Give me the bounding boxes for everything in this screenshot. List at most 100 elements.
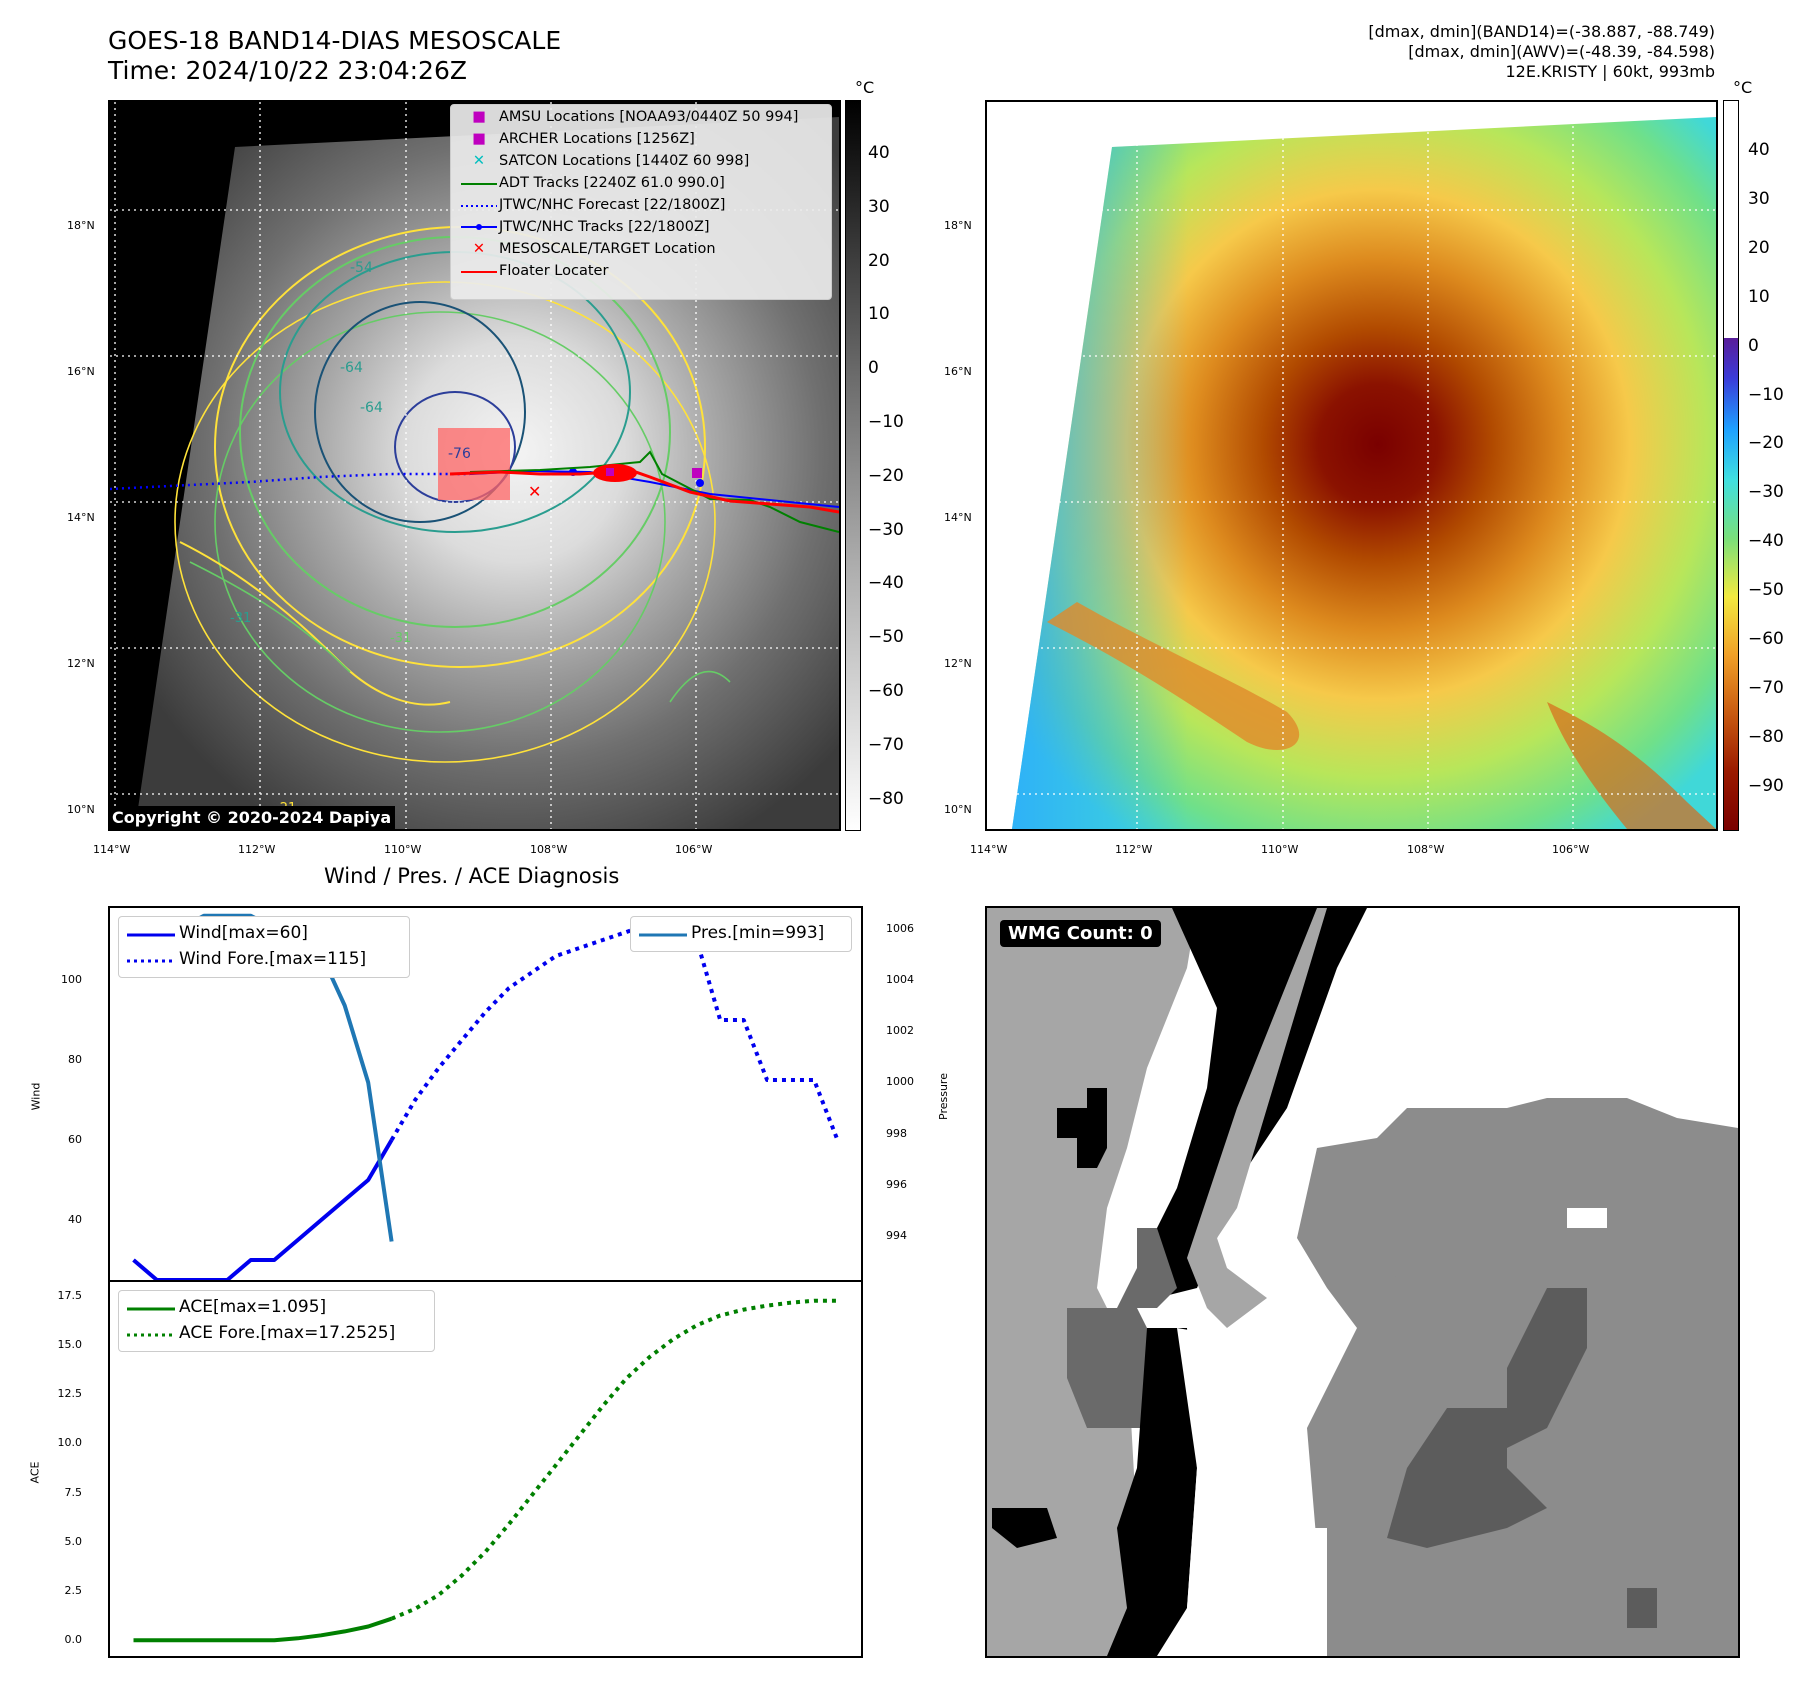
contour-label: -54 bbox=[350, 260, 373, 276]
legend-jtwc-forecast: JTWC/NHC Forecast [22/1800Z] bbox=[459, 197, 725, 213]
lon-label: 110°W bbox=[1261, 843, 1299, 856]
gray-colorbar bbox=[845, 100, 861, 831]
color-map-svg bbox=[987, 102, 1716, 829]
lat-label: 10°N bbox=[944, 803, 972, 816]
diagnosis-title: Wind / Pres. / ACE Diagnosis bbox=[324, 864, 620, 888]
line-icon bbox=[639, 923, 691, 943]
pressure-tick-label: 1000 bbox=[886, 1075, 914, 1089]
jtwc-forecast-track bbox=[110, 472, 470, 491]
contour-label: -76 bbox=[448, 446, 471, 462]
wmg-count-badge: WMG Count: 0 bbox=[1000, 920, 1161, 947]
wind-tick-label: 80 bbox=[68, 1053, 82, 1066]
lat-label: 12°N bbox=[67, 657, 95, 670]
legend-archer: ■ ARCHER Locations [1256Z] bbox=[459, 131, 695, 147]
legend-target: ✕ MESOSCALE/TARGET Location bbox=[459, 241, 716, 257]
map-gridlines bbox=[987, 102, 1716, 829]
storm-summary: 12E.KRISTY | 60kt, 993mb bbox=[1505, 62, 1716, 81]
legend-jtwc-tracks: JTWC/NHC Tracks [22/1800Z] bbox=[459, 219, 710, 235]
color-colorbar-tick: −70 bbox=[1748, 677, 1784, 698]
color-colorbar-tick: −10 bbox=[1748, 384, 1784, 405]
gray-colorbar-tick: −70 bbox=[868, 734, 904, 755]
lon-label: 108°W bbox=[1407, 843, 1445, 856]
gray-colorbar-tick: 40 bbox=[868, 143, 890, 163]
color-colorbar-unit: °C bbox=[1733, 78, 1753, 97]
title-product: GOES-18 BAND14-DIAS MESOSCALE bbox=[108, 26, 562, 55]
contour-label: -31 bbox=[390, 631, 411, 646]
map-title: GOES-18 BAND14-DIAS MESOSCALE Time: 2024… bbox=[108, 26, 561, 86]
pressure-tick-label: 1004 bbox=[886, 972, 914, 986]
copyright-badge: Copyright © 2020-2024 Dapiya bbox=[108, 806, 396, 829]
pressure-axis-label: Pressure bbox=[936, 1073, 950, 1120]
dotted-line-icon bbox=[127, 1323, 179, 1343]
wind-axis-label: Wind bbox=[29, 1082, 43, 1111]
lat-label: 14°N bbox=[944, 511, 972, 524]
wind-tick-label: 60 bbox=[68, 1133, 82, 1146]
x-marker-icon: ✕ bbox=[472, 153, 486, 169]
dotted-line-icon bbox=[459, 197, 499, 213]
legend-pressure: Pres.[min=993] bbox=[639, 923, 824, 943]
color-colorbar bbox=[1723, 100, 1739, 831]
lat-label: 12°N bbox=[944, 657, 972, 670]
gray-colorbar-tick: −50 bbox=[868, 627, 904, 648]
color-colorbar-tick: 20 bbox=[1748, 237, 1770, 258]
square-marker-icon: ■ bbox=[472, 109, 486, 125]
lat-label: 18°N bbox=[67, 219, 95, 232]
wmg-panel bbox=[985, 906, 1740, 1658]
contour-label: -64 bbox=[360, 400, 383, 416]
wind-pressure-chart: Wind[max=60] Wind Fore.[max=115] Pres.[m… bbox=[108, 906, 863, 1282]
ace-tick-label: 10.0 bbox=[57, 1436, 83, 1450]
color-colorbar-tick: −30 bbox=[1748, 482, 1784, 503]
ace-legend: ACE[max=1.095] ACE Fore.[max=17.2525] bbox=[118, 1290, 435, 1352]
gray-colorbar-tick: −40 bbox=[868, 573, 904, 594]
color-colorbar-tick: 30 bbox=[1748, 188, 1770, 209]
color-ir-map bbox=[985, 100, 1718, 831]
dotted-line-icon bbox=[127, 949, 179, 969]
lat-label: 10°N bbox=[67, 803, 95, 816]
band14-range: [dmax, dmin](BAND14)=(-38.887, -88.749) bbox=[1368, 22, 1715, 41]
lat-label: 16°N bbox=[67, 365, 95, 378]
pressure-tick-label: 1006 bbox=[886, 921, 914, 935]
ace-tick-label: 7.5 bbox=[64, 1485, 83, 1499]
line-icon bbox=[127, 1297, 179, 1317]
map-legend: ■ AMSU Locations [NOAA93/0440Z 50 994] ■ A… bbox=[450, 104, 832, 300]
series-line-wind bbox=[132, 1138, 394, 1280]
floater-track bbox=[449, 468, 839, 514]
contour-label: -31 bbox=[230, 611, 251, 626]
color-colorbar-tick: 10 bbox=[1748, 286, 1770, 307]
pressure-tick-label: 996 bbox=[886, 1178, 907, 1192]
gray-colorbar-tick: −80 bbox=[868, 788, 904, 809]
line-icon bbox=[459, 175, 499, 191]
awv-range: [dmax, dmin](AWV)=(-48.39, -84.598) bbox=[1408, 42, 1715, 61]
ace-tick-label: 17.5 bbox=[57, 1288, 83, 1302]
ace-tick-label: 0.0 bbox=[64, 1633, 83, 1647]
series-line-wind-fore- bbox=[389, 922, 840, 1142]
series-line-ace bbox=[133, 1616, 393, 1643]
gray-colorbar-tick: 30 bbox=[868, 196, 890, 217]
lon-label: 114°W bbox=[93, 843, 131, 856]
svg-text:✕: ✕ bbox=[528, 482, 541, 501]
lon-label: 106°W bbox=[675, 843, 713, 856]
legend-ace: ACE[max=1.095] bbox=[127, 1297, 326, 1317]
contour-label: -64 bbox=[340, 360, 363, 376]
lon-label: 108°W bbox=[530, 843, 568, 856]
color-colorbar-tick: −50 bbox=[1748, 580, 1784, 601]
color-colorbar-tick: 40 bbox=[1748, 140, 1770, 160]
square-marker-icon: ■ bbox=[472, 131, 486, 147]
legend-amsu: ■ AMSU Locations [NOAA93/0440Z 50 994] bbox=[459, 109, 798, 125]
color-colorbar-tick: −60 bbox=[1748, 629, 1784, 649]
line-icon bbox=[127, 923, 179, 943]
ace-chart: ACE[max=1.095] ACE Fore.[max=17.2525] bbox=[108, 1280, 863, 1658]
lon-label: 112°W bbox=[238, 843, 276, 856]
gray-colorbar-tick: 0 bbox=[868, 358, 879, 379]
wind-tick-label: 40 bbox=[68, 1213, 82, 1226]
gray-colorbar-tick: −20 bbox=[868, 465, 904, 486]
color-colorbar-tick: −40 bbox=[1748, 531, 1784, 552]
pressure-tick-label: 1002 bbox=[886, 1024, 914, 1038]
pressure-legend: Pres.[min=993] bbox=[630, 916, 852, 952]
ace-svg bbox=[133, 1298, 838, 1643]
lat-label: 18°N bbox=[944, 219, 972, 232]
lon-label: 114°W bbox=[970, 843, 1008, 856]
grayscale-ir-map: ✕ -54 -64 -64 -76 -31 -31 -21 ■AMSU Loca… bbox=[108, 100, 841, 831]
wind-legend: Wind[max=60] Wind Fore.[max=115] bbox=[118, 916, 410, 978]
gray-colorbar-tick: 10 bbox=[868, 304, 890, 325]
